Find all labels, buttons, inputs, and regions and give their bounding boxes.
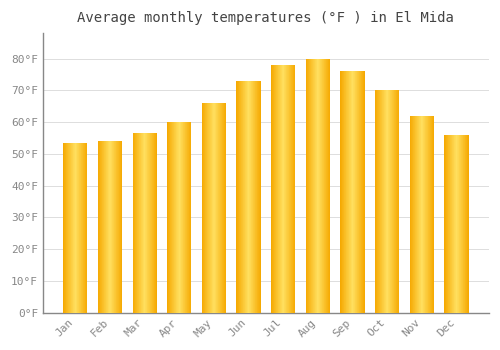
Title: Average monthly temperatures (°F ) in El Mida: Average monthly temperatures (°F ) in El… xyxy=(78,11,454,25)
